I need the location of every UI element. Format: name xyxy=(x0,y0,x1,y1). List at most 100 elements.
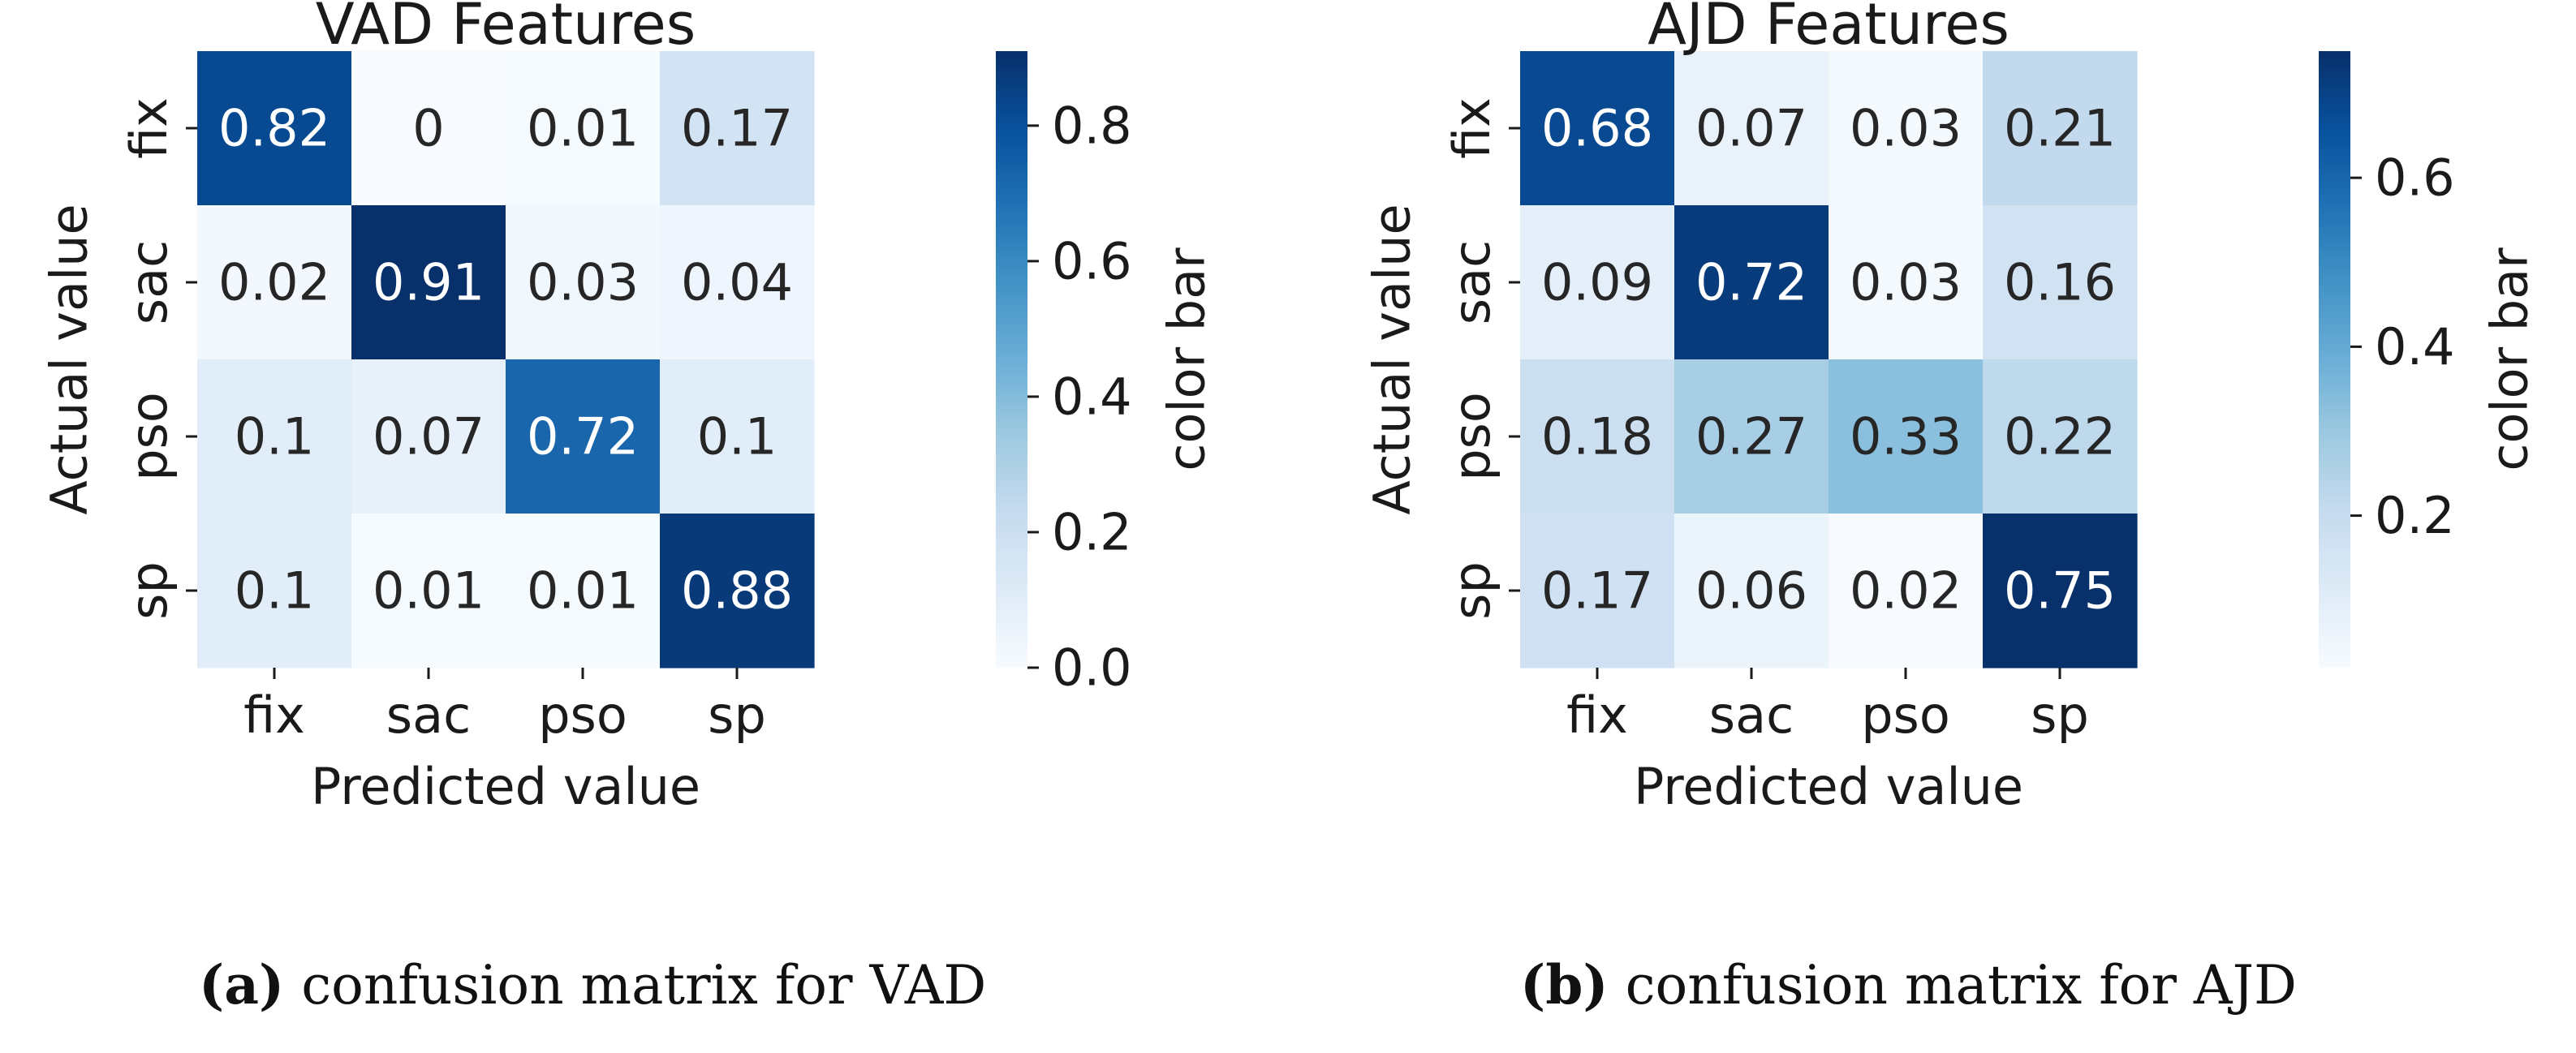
x-tick-label: fix xyxy=(243,686,305,745)
colorbar-tick-label: 0.0 xyxy=(1052,638,1132,698)
heatmap-cell xyxy=(1674,205,1829,360)
cell-value-label: 0.21 xyxy=(2004,99,2116,158)
y-tick-label: fix xyxy=(1442,97,1501,159)
cell-value-label: 0.72 xyxy=(1695,253,1807,312)
cell-value-label: 0.01 xyxy=(527,561,639,621)
chart-title: VAD Features xyxy=(316,0,696,58)
heatmap-cell xyxy=(506,514,661,668)
y-tick-label: sac xyxy=(1442,240,1501,324)
cell-value-label: 0.01 xyxy=(373,561,485,621)
caption-vad: (a) confusion matrix for VAD xyxy=(199,953,986,1016)
cell-value-label: 0.18 xyxy=(1541,407,1653,466)
heatmap-cell xyxy=(197,205,352,360)
heatmap-cell xyxy=(660,514,815,668)
y-tick-label: sp xyxy=(119,561,179,620)
heatmap-cell xyxy=(351,51,506,206)
cell-value-label: 0.02 xyxy=(1850,561,1962,621)
heatmap-cell xyxy=(1829,514,1984,668)
heatmap-cell xyxy=(351,514,506,668)
cell-value-label: 0.72 xyxy=(527,407,639,466)
cell-value-label: 0.07 xyxy=(1695,99,1807,158)
chart-title: AJD Features xyxy=(1648,0,2010,58)
caption-vad-text: confusion matrix for VAD xyxy=(284,954,987,1016)
colorbar-tick-label: 0.4 xyxy=(1052,367,1132,426)
y-tick-label: pso xyxy=(119,392,179,481)
y-axis-label: Actual value xyxy=(1363,204,1422,514)
y-tick-label: fix xyxy=(119,97,179,159)
cell-value-label: 0.88 xyxy=(681,561,793,621)
cell-value-label: 0.17 xyxy=(1541,561,1653,621)
y-tick-label: sac xyxy=(119,240,179,324)
heatmap-cell xyxy=(1520,514,1675,668)
cell-value-label: 0 xyxy=(412,99,444,158)
heatmap-cell xyxy=(1983,51,2138,206)
heatmap-cell xyxy=(506,51,661,206)
heatmap-cell xyxy=(1983,205,2138,360)
y-axis-label: Actual value xyxy=(40,204,99,514)
heatmap-cell xyxy=(1829,205,1984,360)
heatmap-panel-ajd: 0.68 0.07 0.03 0.21 0.09 0.72 0.03 0.16 0.18 0.27… xyxy=(1363,0,2539,816)
heatmap-cell xyxy=(351,205,506,360)
x-tick-label: sac xyxy=(386,686,471,745)
x-axis-label: Predicted value xyxy=(1634,757,2023,816)
colorbar-ajd xyxy=(2319,51,2350,668)
cell-value-label: 0.27 xyxy=(1695,407,1807,466)
colorbar-tick-label: 0.6 xyxy=(2375,148,2455,208)
colorbar-tick-label: 0.4 xyxy=(2375,317,2455,376)
heatmap-cell xyxy=(660,51,815,206)
heatmap-cell xyxy=(1829,359,1984,514)
heatmap-cell xyxy=(1674,514,1829,668)
heatmap-cell xyxy=(660,359,815,514)
heatmap-cell xyxy=(1520,205,1675,360)
cell-value-label: 0.1 xyxy=(235,561,315,621)
cell-value-label: 0.07 xyxy=(373,407,485,466)
colorbar-tick-label: 0.8 xyxy=(1052,96,1132,155)
cell-value-label: 0.1 xyxy=(697,407,778,466)
colorbar-tick-label: 0.6 xyxy=(1052,231,1132,290)
cell-value-label: 0.03 xyxy=(1850,253,1962,312)
colorbar-tick-label: 0.2 xyxy=(1052,502,1132,561)
heatmap-cell xyxy=(1520,359,1675,514)
colorbar-tick-label: 0.2 xyxy=(2375,486,2455,545)
cell-value-label: 0.75 xyxy=(2004,561,2116,621)
heatmap-cell xyxy=(1983,359,2138,514)
heatmap-cell xyxy=(1674,359,1829,514)
x-axis-label: Predicted value xyxy=(311,757,700,816)
heatmap-cell xyxy=(660,205,815,360)
cell-value-label: 0.33 xyxy=(1850,407,1962,466)
caption-ajd-text: confusion matrix for AJD xyxy=(1608,954,2297,1016)
x-tick-label: sp xyxy=(2031,686,2089,745)
heatmap-cell xyxy=(351,359,506,514)
cell-value-label: 0.91 xyxy=(373,253,485,312)
y-tick-label: pso xyxy=(1442,392,1501,481)
colorbar-label: color bar xyxy=(2480,247,2539,471)
x-tick-label: pso xyxy=(538,686,627,745)
cell-value-label: 0.16 xyxy=(2004,253,2116,312)
caption-ajd-letter: (b) xyxy=(1520,953,1609,1016)
cell-value-label: 0.03 xyxy=(1850,99,1962,158)
heatmap-cell xyxy=(1983,514,2138,668)
colorbar-vad xyxy=(996,51,1027,668)
caption-ajd: (b) confusion matrix for AJD xyxy=(1520,953,2297,1016)
heatmap-cell xyxy=(1520,51,1675,206)
cell-value-label: 0.04 xyxy=(681,253,793,312)
heatmap-cell xyxy=(1674,51,1829,206)
heatmap-cell xyxy=(197,514,352,668)
caption-vad-letter: (a) xyxy=(199,953,285,1016)
x-tick-label: fix xyxy=(1566,686,1628,745)
cell-value-label: 0.09 xyxy=(1541,253,1653,312)
cell-value-label: 0.82 xyxy=(218,99,330,158)
colorbar-label: color bar xyxy=(1157,247,1217,471)
cell-value-label: 0.68 xyxy=(1541,99,1653,158)
x-tick-label: sac xyxy=(1709,686,1794,745)
heatmap-cell xyxy=(506,205,661,360)
cell-value-label: 0.01 xyxy=(527,99,639,158)
x-tick-label: pso xyxy=(1861,686,1950,745)
cell-value-label: 0.22 xyxy=(2004,407,2116,466)
heatmap-cell xyxy=(197,359,352,514)
cell-value-label: 0.17 xyxy=(681,99,793,158)
cell-value-label: 0.02 xyxy=(218,253,330,312)
cell-value-label: 0.06 xyxy=(1695,561,1807,621)
x-tick-label: sp xyxy=(708,686,766,745)
